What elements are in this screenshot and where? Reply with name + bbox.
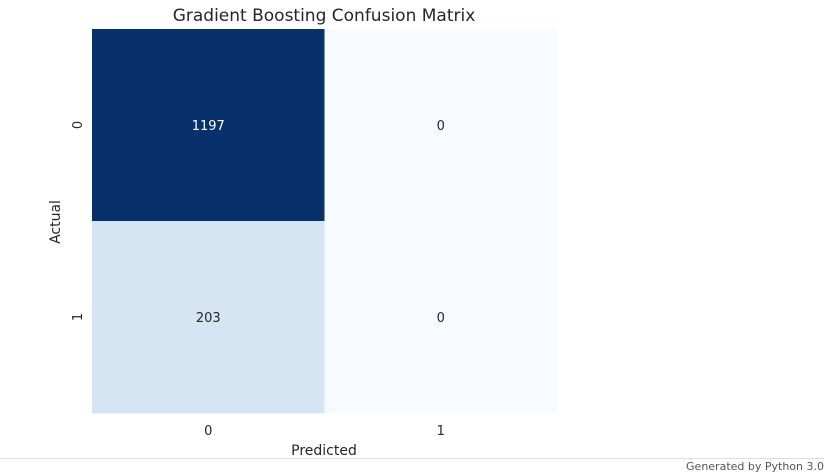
cell-value-r0-c1: 0: [437, 119, 445, 134]
axis-ticks: 0 1 0 1: [71, 121, 445, 439]
cell-value-r1-c1: 0: [437, 311, 445, 326]
heatmap-cell-r0-c0: [92, 29, 325, 222]
x-tick-label-0: 0: [204, 424, 212, 439]
x-tick-label-1: 1: [437, 424, 445, 439]
footer-text: Generated by Python 3.0: [686, 460, 824, 473]
y-axis-label: Actual: [48, 200, 64, 244]
heatmap-cell-r1-c1: [324, 221, 558, 414]
x-axis-label: Predicted: [291, 443, 357, 459]
cell-value-r1-c0: 203: [196, 311, 221, 326]
y-tick-label-1: 1: [71, 313, 86, 321]
heatmap-cell-r0-c1: [324, 29, 558, 222]
cell-value-r0-c0: 1197: [192, 119, 225, 134]
y-tick-label-0: 0: [71, 121, 86, 129]
heatmap-cells: 1197 0 203 0: [92, 29, 558, 414]
chart-title: Gradient Boosting Confusion Matrix: [173, 6, 476, 26]
heatmap-cell-r1-c0: [92, 221, 325, 414]
footer-divider: [0, 458, 824, 459]
